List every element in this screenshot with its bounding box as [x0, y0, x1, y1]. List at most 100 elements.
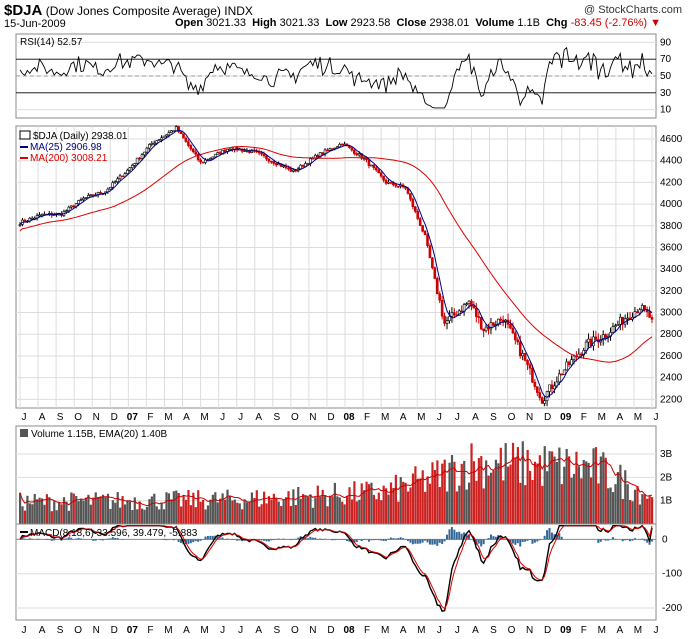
volume-bar — [294, 505, 297, 524]
volume-panel: 1B 2B 3B Volume 1.15B, EMA(20) 1.40B — [15, 425, 673, 525]
volume-bar — [206, 505, 210, 524]
volume-bar — [453, 461, 456, 524]
volume-bar — [377, 492, 380, 524]
candle-body — [414, 206, 417, 212]
candle-body — [138, 157, 141, 160]
x-axis-month-label: A — [617, 412, 624, 423]
volume-bar — [197, 490, 200, 524]
x-axis-month-label: O — [291, 412, 299, 423]
volume-bar — [458, 485, 461, 524]
candle-body — [270, 160, 273, 163]
x-axis-month-label: O — [74, 412, 82, 423]
candle-body — [453, 312, 456, 316]
candle-body — [382, 175, 385, 181]
macd-histogram-bar — [521, 539, 524, 542]
x-axis-month-label: A — [39, 412, 46, 423]
x-axis-month-label: M — [417, 412, 425, 423]
candle-body — [148, 144, 151, 149]
x-axis-top: J A S O N D 07 F M A M J J A S O N D 08 F M A M J J A S O N D 09 F M A M J — [22, 412, 659, 423]
x-axis-month-label: J — [238, 412, 243, 423]
macd-histogram-bar — [392, 538, 395, 540]
candle-body — [411, 198, 415, 208]
volume-bar — [131, 509, 134, 524]
candle-body — [477, 316, 481, 318]
close-value: 2938.01 — [429, 17, 470, 29]
x-axis-month-label: J — [238, 625, 243, 636]
volume-bar — [397, 501, 400, 524]
macd-histogram-bar — [187, 539, 190, 544]
volume-bar — [94, 492, 97, 524]
macd-histogram-bar — [70, 537, 73, 540]
macd-histogram-bar — [424, 539, 427, 541]
x-axis-month-label: A — [39, 625, 46, 636]
macd-histogram-bar — [311, 537, 314, 540]
macd-histogram-bar — [607, 539, 610, 541]
x-axis-month-label: M — [164, 412, 172, 423]
candle-body — [38, 214, 41, 217]
macd-histogram-bar — [419, 539, 422, 544]
candle-body — [140, 154, 144, 159]
x-axis-month-label: N — [93, 625, 100, 636]
macd-y-axis: 0 -100 -200 — [662, 534, 682, 614]
volume-bar — [233, 499, 236, 524]
volume-bar — [267, 496, 271, 524]
volume-bar — [211, 494, 214, 524]
change-down-icon: ▼ — [650, 17, 661, 29]
volume-bar — [214, 492, 217, 524]
macd-histogram-bar — [165, 539, 168, 541]
candle-body — [272, 161, 276, 164]
candle-body — [196, 153, 200, 161]
macd-histogram-bar — [394, 538, 397, 540]
x-axis-month-label: F — [147, 412, 153, 423]
price-tick-label: 4200 — [660, 177, 683, 188]
volume-bar — [275, 497, 278, 524]
macd-histogram-bar — [116, 538, 119, 540]
volume-bar — [507, 466, 510, 524]
x-axis-month-label: O — [74, 625, 82, 636]
macd-histogram-bar — [197, 539, 200, 542]
macd-histogram-bar — [282, 538, 285, 540]
macd-histogram-bar — [651, 539, 653, 542]
candle-body — [601, 334, 605, 341]
volume-bar — [399, 477, 402, 524]
candle-body — [562, 369, 566, 376]
chart-title: $DJA (Dow Jones Composite Average) INDX — [4, 2, 253, 19]
volume-bar — [421, 470, 424, 524]
volume-bar — [28, 503, 31, 524]
x-axis-month-label: F — [364, 625, 370, 636]
volume-bar — [187, 489, 190, 524]
x-axis-month-label: 09 — [560, 412, 572, 423]
volume-bar — [175, 490, 178, 524]
candle-body — [289, 168, 293, 172]
candle-body — [23, 219, 27, 222]
watermark: @ StockCharts.com — [584, 4, 682, 16]
volume-bar — [353, 481, 356, 524]
candle-body — [543, 400, 546, 404]
macd-histogram-bar — [199, 539, 202, 541]
macd-histogram-bar — [402, 538, 405, 540]
volume-bar — [177, 492, 180, 524]
volume-bar — [314, 497, 317, 524]
candle-body — [616, 323, 620, 326]
volume-bar — [114, 502, 117, 524]
volume-bar — [228, 496, 232, 524]
volume-bar — [568, 456, 571, 524]
macd-histogram-bar — [382, 539, 385, 541]
candle-body — [367, 159, 371, 166]
volume-legend-icon — [20, 429, 28, 437]
candle-body — [348, 145, 351, 148]
volume-bar — [485, 460, 488, 524]
macd-histogram-bar — [53, 539, 56, 541]
candle-body — [475, 307, 478, 317]
macd-histogram-bar — [204, 536, 207, 540]
volume-bar — [577, 466, 580, 524]
macd-histogram-bar — [172, 539, 175, 541]
volume-bar — [477, 458, 480, 524]
candle-body — [213, 153, 217, 158]
volume-bar — [97, 497, 100, 524]
candle-body — [216, 152, 219, 155]
candle-body — [209, 158, 212, 160]
candle-body — [435, 278, 439, 295]
x-axis-month-label: A — [183, 625, 190, 636]
volume-bar — [53, 501, 56, 524]
